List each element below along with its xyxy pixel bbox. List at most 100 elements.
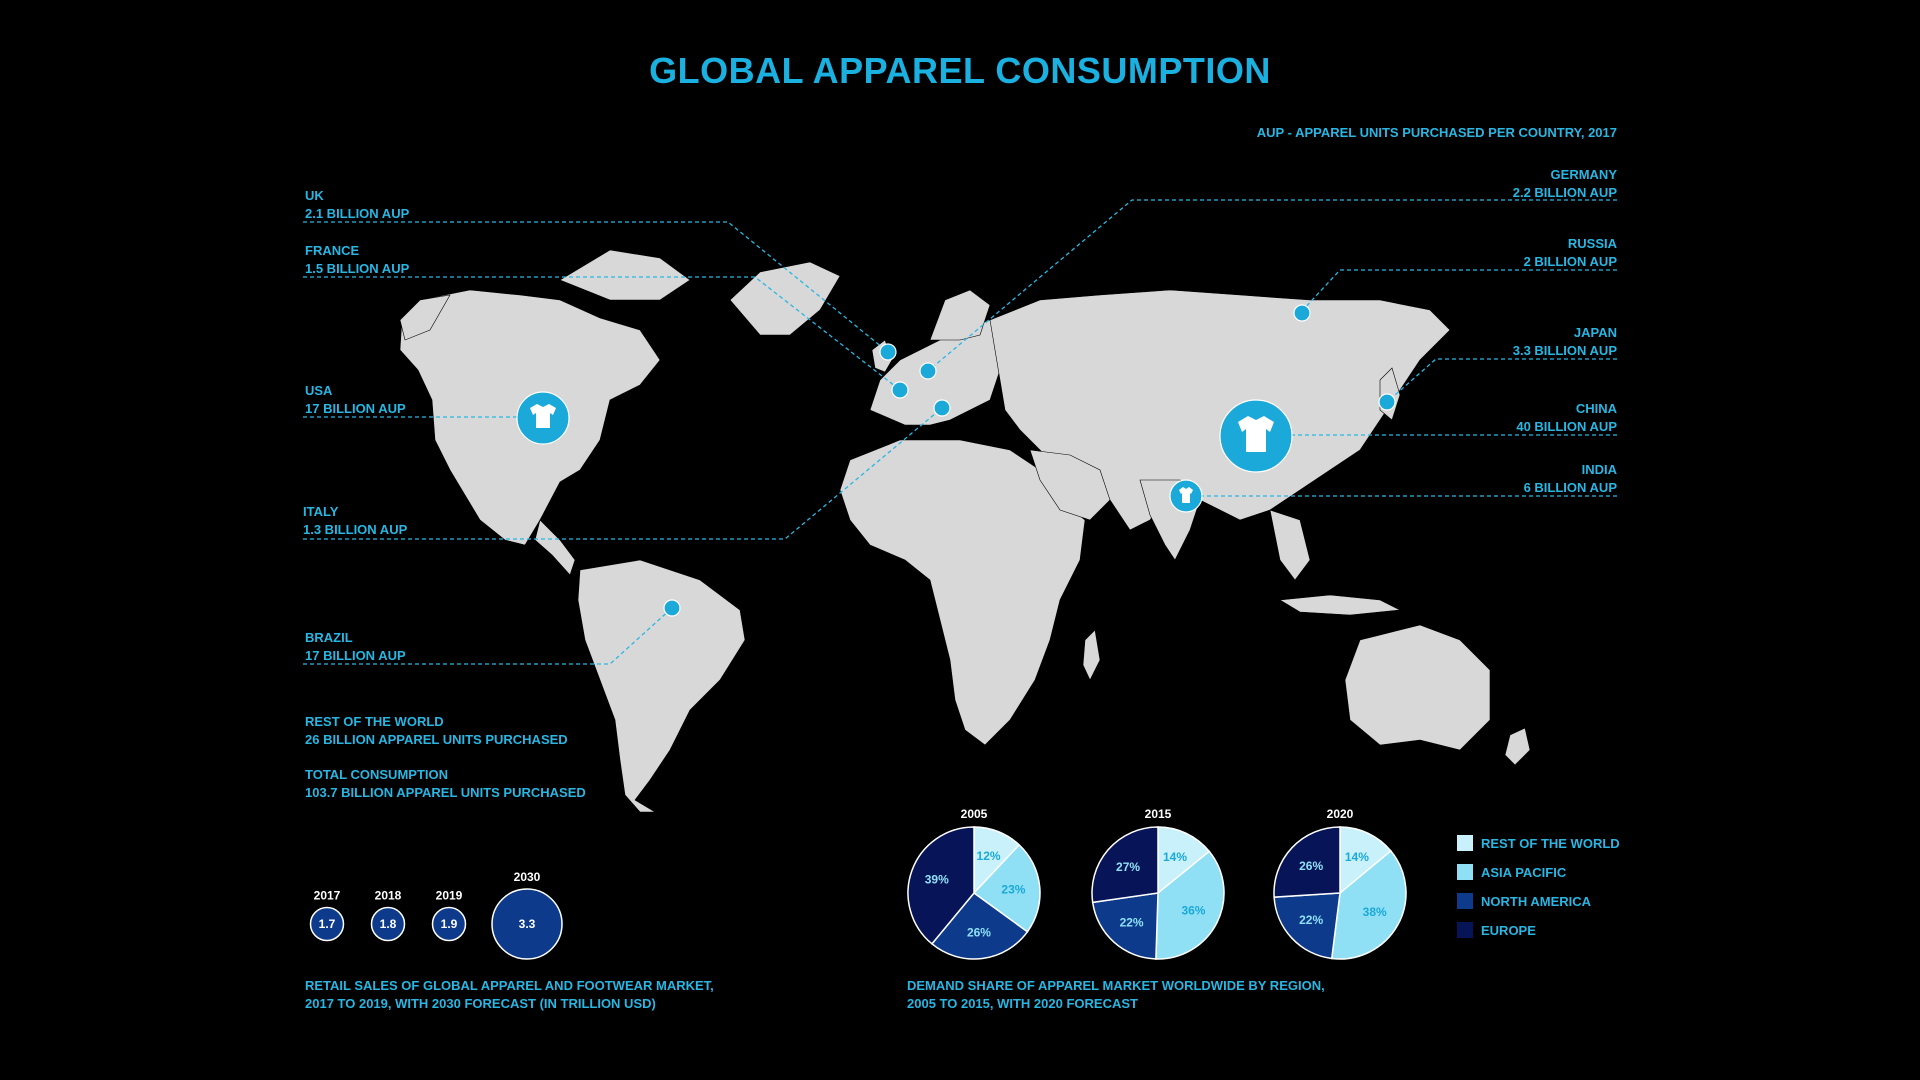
pie-2005-slice-3: [907, 826, 975, 945]
demand-caption-line2: 2005 TO 2015, WITH 2020 FORECAST: [907, 996, 1138, 1011]
pie-2005-label-2: 26%: [967, 925, 991, 939]
retail-sales-caption: RETAIL SALES OF GLOBAL APPAREL AND FOOTW…: [305, 977, 714, 1013]
rest-of-world-line1: REST OF THE WORLD: [305, 714, 444, 729]
pie-2020-label-1: 38%: [1363, 905, 1387, 919]
bubble-2030: [491, 888, 563, 960]
legend-swatch-1: [1457, 864, 1473, 880]
demand-caption-line1: DEMAND SHARE OF APPAREL MARKET WORLDWIDE…: [907, 978, 1325, 993]
pie-2015-label-2: 22%: [1120, 916, 1144, 930]
legend-item-0: REST OF THE WORLD: [1457, 832, 1620, 854]
alaska-landmass: [399, 294, 451, 341]
legend-swatch-0: [1457, 835, 1473, 851]
pie-2020-label-3: 26%: [1299, 859, 1323, 873]
germany-value: 2.2 BILLION AUP: [1512, 185, 1617, 200]
legend-swatch-3: [1457, 922, 1473, 938]
legend-label-2: NORTH AMERICA: [1481, 893, 1592, 909]
japan-value: 3.3 BILLION AUP: [1512, 343, 1617, 358]
usa-value: 17 BILLION AUP: [305, 401, 406, 416]
legend-item-2: NORTH AMERICA: [1457, 890, 1620, 912]
central-america-landmass: [534, 519, 576, 576]
china-name: CHINA: [1575, 401, 1617, 416]
italy-name: ITALY: [303, 504, 339, 519]
bubble-value-2019: 1.9: [441, 917, 458, 931]
bubble-2017: [309, 906, 345, 942]
brazil-marker: [663, 599, 681, 617]
india-shirt-icon: [1179, 487, 1193, 503]
pie-year-2020: 2020: [1327, 807, 1354, 821]
japan-leader-line: [1386, 358, 1617, 403]
demand-share-pie-charts: 12% 23% 26% 39% 2005 14% 36% 22% 27% 2015 14% 38% 22…: [907, 807, 1407, 960]
retail-caption-line2: 2017 TO 2019, WITH 2030 FORECAST (IN TRI…: [305, 996, 656, 1011]
pie-2005-label-0: 12%: [977, 849, 1001, 863]
total-consumption-note: TOTAL CONSUMPTION 103.7 BILLION APPAREL …: [305, 766, 586, 802]
pie-2020-label-2: 22%: [1299, 913, 1323, 927]
pie-2015-slice-0: [1157, 826, 1211, 895]
bubble-2019: [431, 906, 467, 942]
pie-year-2005: 2005: [961, 807, 988, 821]
france-leader-line: [303, 276, 901, 391]
retail-caption-line1: RETAIL SALES OF GLOBAL APPAREL AND FOOTW…: [305, 978, 714, 993]
pie-2005-label-1: 23%: [1001, 882, 1025, 896]
page-title: GLOBAL APPAREL CONSUMPTION: [649, 50, 1271, 91]
pie-2005-slice-1: [972, 843, 1041, 933]
bubble-2018: [370, 906, 406, 942]
pie-2015-slice-3: [1091, 826, 1159, 904]
pie-2015-slice-2: [1091, 892, 1159, 960]
rest-of-world-line2: 26 BILLION APPAREL UNITS PURCHASED: [305, 732, 568, 747]
bubble-year-2018: 2018: [375, 889, 402, 903]
label-russia: RUSSIA 2 BILLION AUP: [1524, 235, 1617, 271]
china-shirt-icon: [1238, 416, 1274, 452]
japan-marker: [1378, 393, 1396, 411]
indonesia-landmass: [1279, 594, 1402, 616]
label-japan: JAPAN 3.3 BILLION AUP: [1513, 324, 1617, 360]
pie-2020-label-0: 14%: [1345, 850, 1369, 864]
brazil-name: BRAZIL: [305, 630, 353, 645]
russia-marker: [1293, 304, 1311, 322]
label-italy: ITALY 1.3 BILLION AUP: [303, 503, 407, 539]
southeast-asia-landmass: [1269, 509, 1311, 581]
italy-leader-line: [303, 407, 943, 540]
pie-2005-slice-2: [930, 891, 1029, 960]
rest-of-world-note: REST OF THE WORLD 26 BILLION APPAREL UNI…: [305, 713, 568, 749]
pie-2005-label-3: 39%: [925, 873, 949, 887]
india-name: INDIA: [1581, 462, 1617, 477]
legend-label-3: EUROPE: [1481, 922, 1536, 938]
usa-shirt-icon: [530, 404, 556, 428]
russia-leader-line: [1301, 269, 1617, 312]
france-value: 1.5 BILLION AUP: [305, 261, 410, 276]
pie-2020-slice-0: [1339, 826, 1392, 895]
label-india: INDIA 6 BILLION AUP: [1524, 461, 1617, 497]
germany-marker: [919, 362, 937, 380]
legend-label-0: REST OF THE WORLD: [1481, 835, 1620, 851]
demand-share-caption: DEMAND SHARE OF APPAREL MARKET WORLDWIDE…: [907, 977, 1325, 1013]
pie-2015-slice-1: [1155, 850, 1225, 960]
pie-2015-label-1: 36%: [1181, 904, 1205, 918]
south-america-landmass: [577, 559, 746, 813]
new-zealand-landmass: [1504, 727, 1531, 766]
india-value: 6 BILLION AUP: [1523, 480, 1617, 495]
pie-year-2015: 2015: [1145, 807, 1172, 821]
usa-name: USA: [305, 383, 333, 398]
label-germany: GERMANY 2.2 BILLION AUP: [1513, 166, 1617, 202]
pie-2015-label-3: 27%: [1116, 860, 1140, 874]
uk-name: UK: [305, 188, 324, 203]
label-brazil: BRAZIL 17 BILLION AUP: [305, 629, 406, 665]
legend-item-3: EUROPE: [1457, 919, 1620, 941]
france-marker: [891, 381, 909, 399]
canada-islands: [559, 249, 691, 301]
pie-legend: REST OF THE WORLD ASIA PACIFIC NORTH AMERI…: [1457, 832, 1620, 948]
bubble-year-2030: 2030: [514, 870, 541, 884]
uk-leader-line: [303, 221, 889, 353]
pie-2020-slice-1: [1330, 849, 1407, 960]
russia-value: 2 BILLION AUP: [1523, 254, 1617, 269]
madagascar-landmass: [1082, 629, 1101, 681]
legend-label-1: ASIA PACIFIC: [1481, 864, 1567, 880]
pie-2015-label-0: 14%: [1163, 850, 1187, 864]
legend-swatch-2: [1457, 893, 1473, 909]
scandinavia-landmass: [929, 289, 991, 341]
italy-value: 1.3 BILLION AUP: [303, 522, 408, 537]
legend-item-1: ASIA PACIFIC: [1457, 861, 1620, 883]
greenland-landmass: [729, 261, 841, 336]
bubble-value-2018: 1.8: [380, 917, 397, 931]
